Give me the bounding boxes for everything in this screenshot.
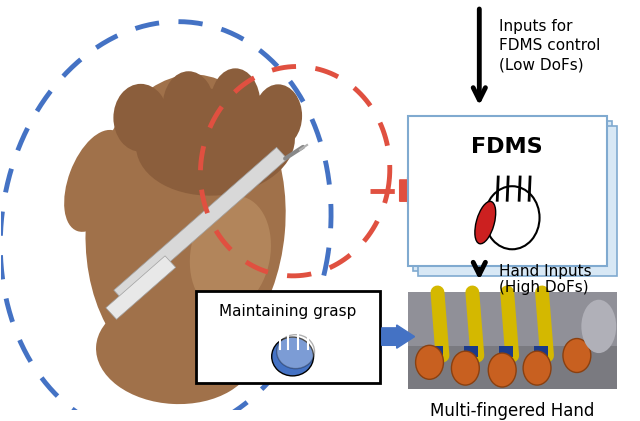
- FancyBboxPatch shape: [417, 125, 617, 276]
- Ellipse shape: [254, 84, 302, 147]
- Ellipse shape: [581, 300, 616, 353]
- Text: Hand Inputs: Hand Inputs: [499, 264, 592, 279]
- FancyBboxPatch shape: [196, 290, 380, 383]
- Polygon shape: [114, 147, 287, 302]
- Text: Inputs for: Inputs for: [499, 19, 573, 34]
- Text: (Low DoFs): (Low DoFs): [499, 58, 584, 73]
- Ellipse shape: [113, 84, 168, 152]
- FancyBboxPatch shape: [413, 121, 612, 271]
- Text: Multi-fingered Hand: Multi-fingered Hand: [430, 402, 595, 420]
- Ellipse shape: [523, 351, 551, 385]
- FancyBboxPatch shape: [465, 346, 478, 357]
- Ellipse shape: [563, 338, 591, 373]
- Ellipse shape: [451, 351, 479, 385]
- Ellipse shape: [190, 196, 271, 312]
- FancyArrow shape: [399, 177, 428, 204]
- Ellipse shape: [96, 297, 255, 404]
- Polygon shape: [106, 256, 176, 320]
- Ellipse shape: [484, 186, 540, 249]
- Text: (High DoFs): (High DoFs): [499, 280, 589, 295]
- FancyArrow shape: [381, 325, 415, 348]
- FancyBboxPatch shape: [408, 293, 617, 346]
- FancyBboxPatch shape: [408, 116, 607, 266]
- Ellipse shape: [64, 130, 128, 232]
- Ellipse shape: [211, 68, 260, 138]
- Ellipse shape: [276, 335, 314, 369]
- Ellipse shape: [136, 88, 295, 196]
- Ellipse shape: [475, 201, 496, 244]
- Ellipse shape: [163, 71, 214, 141]
- FancyBboxPatch shape: [534, 346, 548, 357]
- Text: FDMS: FDMS: [472, 137, 543, 157]
- Ellipse shape: [272, 337, 314, 376]
- FancyBboxPatch shape: [429, 346, 444, 357]
- Ellipse shape: [488, 353, 516, 387]
- Ellipse shape: [86, 75, 285, 375]
- FancyBboxPatch shape: [408, 293, 617, 389]
- Ellipse shape: [415, 345, 444, 379]
- FancyBboxPatch shape: [499, 346, 513, 357]
- Text: FDMS control: FDMS control: [499, 38, 600, 53]
- Text: Maintaining grasp: Maintaining grasp: [219, 304, 356, 320]
